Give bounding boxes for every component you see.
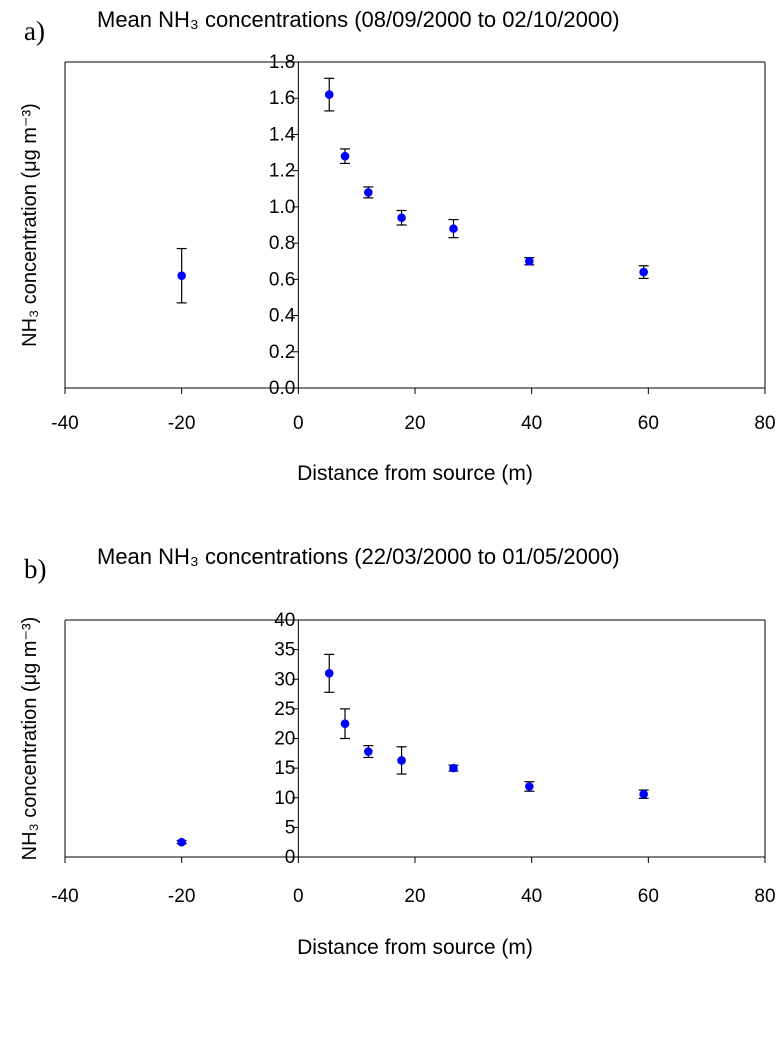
chart-b-x-tick-label: -20 bbox=[168, 886, 195, 907]
chart-a-y-tick-label: 1.4 bbox=[269, 124, 296, 145]
chart-b-y-tick-label: 20 bbox=[274, 729, 295, 750]
chart-b-x-tick-label: 40 bbox=[521, 886, 542, 907]
chart-a-y-tick-label: 1.8 bbox=[269, 52, 295, 73]
chart-a-y-tick-label: 1.6 bbox=[269, 88, 295, 109]
chart-a-y-tick-label: 1.0 bbox=[269, 197, 295, 218]
chart-a-data-point bbox=[340, 151, 350, 161]
chart-b-data-point bbox=[340, 719, 350, 728]
chart-b-data-point bbox=[397, 756, 406, 765]
chart-panel-a: a) Mean NH₃ concentrations (08/09/2000 to… bbox=[0, 0, 778, 510]
chart-b-data-point bbox=[364, 747, 373, 756]
chart-b-xlabel: Distance from source (m) bbox=[297, 936, 533, 959]
chart-a-y-tick-label: 0.2 bbox=[269, 342, 295, 363]
chart-b-data-point bbox=[177, 837, 186, 847]
chart-b-y-tick-label: 5 bbox=[285, 817, 296, 838]
chart-a-data-point bbox=[525, 256, 534, 266]
chart-b-ylabel: NH₃ concentration (μg m⁻³) bbox=[19, 617, 41, 861]
chart-a-y-tick-label: 0.8 bbox=[269, 233, 295, 254]
chart-a-x-tick-label: 80 bbox=[754, 413, 775, 434]
chart-a-x-tick-label: 40 bbox=[521, 413, 542, 434]
chart-b-panel-label: b) bbox=[24, 554, 47, 584]
chart-b-data-point bbox=[324, 669, 334, 678]
chart-b-y-tick-label: 30 bbox=[274, 669, 295, 690]
chart-b-svg: b) Mean NH₃ concentrations (22/03/2000 to… bbox=[19, 544, 776, 959]
chart-a-data-point bbox=[177, 271, 186, 281]
chart-a-title: Mean NH₃ concentrations (08/09/2000 to 0… bbox=[97, 7, 620, 32]
chart-a-y-tick-label: 0.0 bbox=[269, 378, 295, 399]
chart-panel-b: b) Mean NH₃ concentrations (22/03/2000 to… bbox=[0, 540, 778, 1039]
chart-a-y-tick-label: 0.4 bbox=[269, 306, 296, 327]
chart-a-x-tick-label: 0 bbox=[293, 413, 304, 434]
chart-b-x-tick-label: 60 bbox=[638, 886, 659, 907]
chart-a-svg: a) Mean NH₃ concentrations (08/09/2000 to… bbox=[19, 7, 776, 485]
chart-a-y-tick-label: 1.2 bbox=[269, 161, 295, 182]
chart-a-data-point bbox=[449, 224, 458, 233]
chart-a-x-tick-label: -40 bbox=[51, 413, 78, 434]
chart-a-x-tick-label: 20 bbox=[404, 413, 425, 434]
chart-b-x-tick-label: 80 bbox=[754, 886, 775, 907]
chart-b-y-tick-label: 15 bbox=[274, 758, 295, 779]
chart-a-y-tick-label: 0.6 bbox=[269, 269, 295, 290]
chart-b-title: Mean NH₃ concentrations (22/03/2000 to 0… bbox=[97, 544, 620, 569]
chart-b-data-point bbox=[639, 789, 648, 799]
chart-a-ylabel: NH₃ concentration (μg m⁻³) bbox=[19, 103, 41, 347]
chart-a-xlabel: Distance from source (m) bbox=[297, 462, 533, 485]
chart-b-data-point bbox=[449, 763, 458, 773]
chart-a-data-point bbox=[364, 188, 373, 197]
chart-b-x-tick-label: 0 bbox=[293, 886, 304, 907]
chart-a-x-tick-label: 60 bbox=[638, 413, 659, 434]
chart-a-data-point bbox=[324, 90, 334, 99]
chart-a-data-point bbox=[397, 213, 406, 223]
chart-b-y-tick-label: 0 bbox=[285, 847, 296, 868]
chart-b-y-tick-label: 10 bbox=[274, 788, 295, 809]
chart-b-y-tick-label: 25 bbox=[274, 699, 295, 720]
chart-b-x-tick-label: 20 bbox=[404, 886, 425, 907]
chart-b-data-point bbox=[525, 782, 534, 791]
chart-a-data-point bbox=[639, 267, 648, 277]
chart-a-x-tick-label: -20 bbox=[168, 413, 195, 434]
chart-b-x-tick-label: -40 bbox=[51, 886, 78, 907]
chart-b-y-tick-label: 35 bbox=[274, 640, 295, 661]
chart-a-panel-label: a) bbox=[24, 16, 45, 46]
chart-b-y-tick-label: 40 bbox=[274, 610, 295, 631]
